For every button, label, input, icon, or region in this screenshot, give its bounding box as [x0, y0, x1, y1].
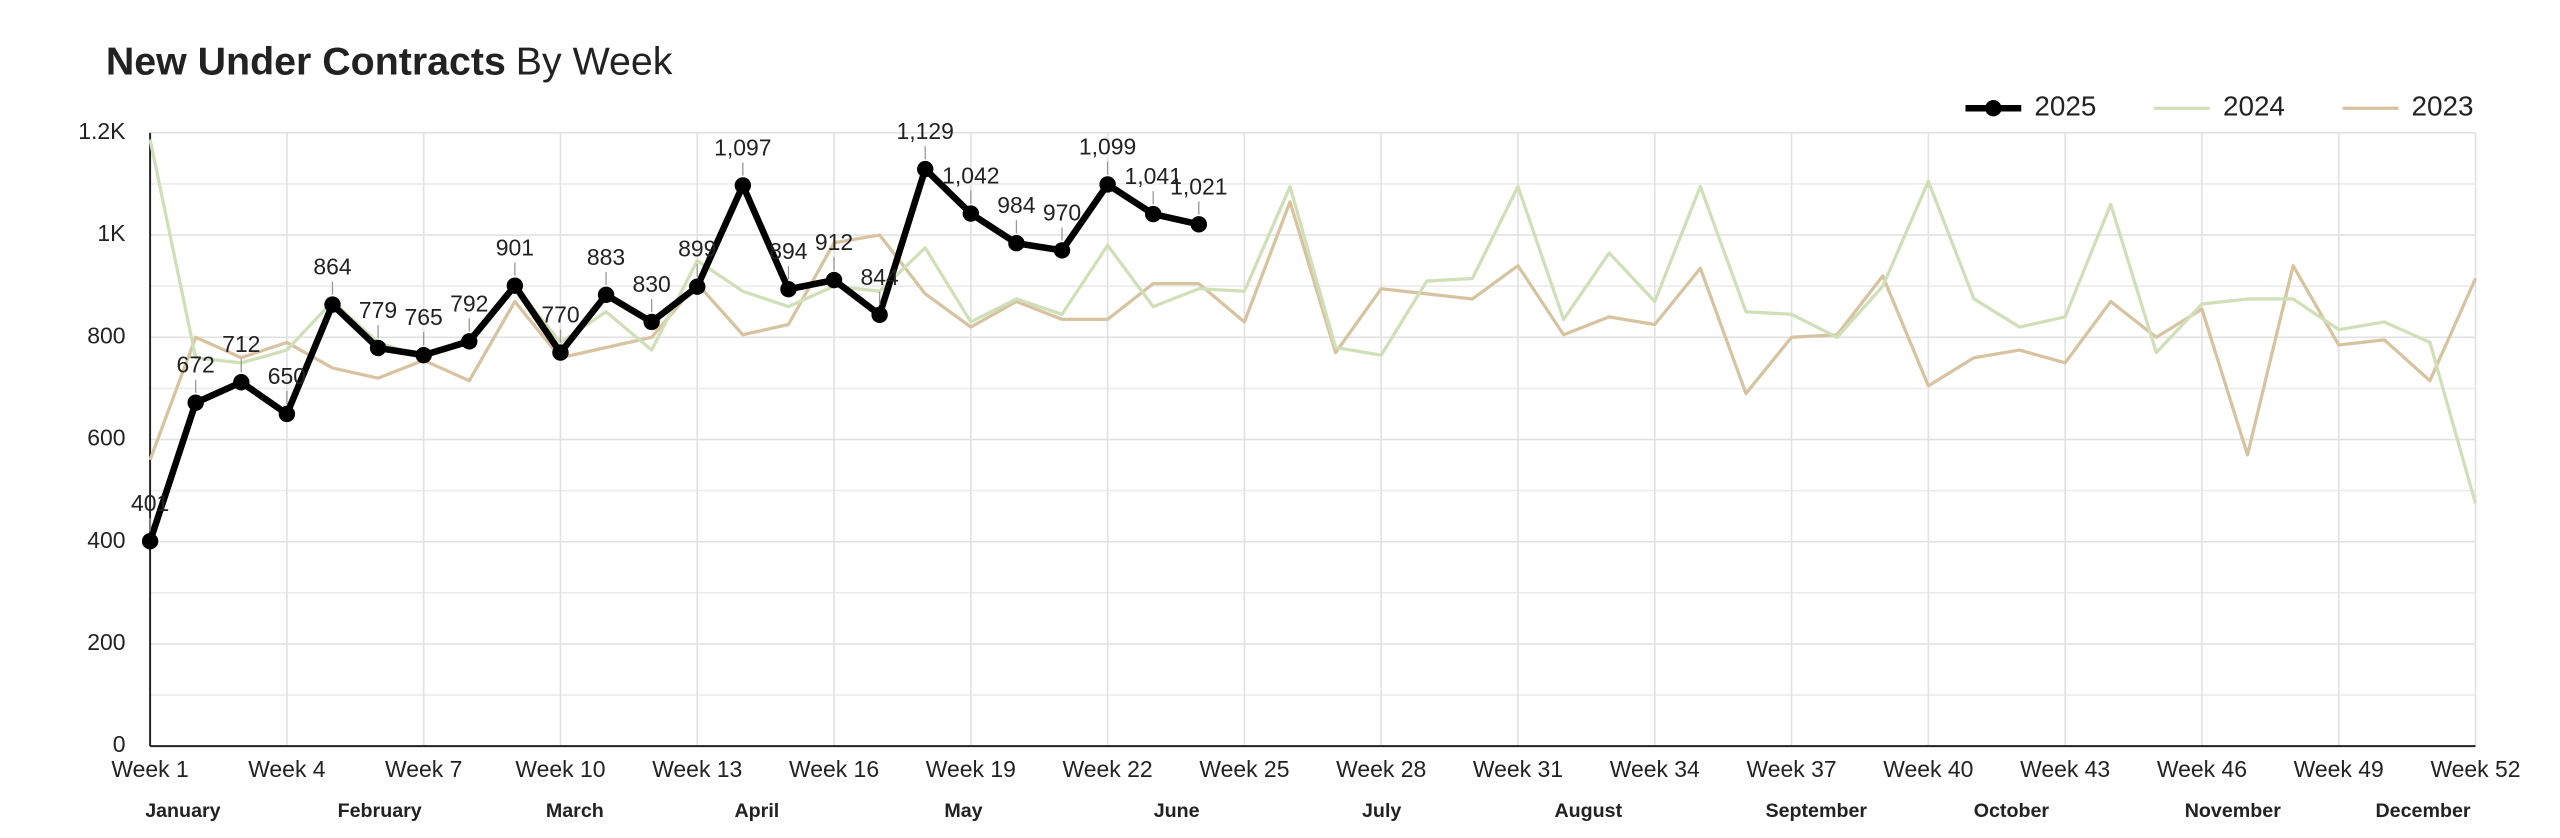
point	[917, 160, 934, 178]
x-tick-label: Week 10	[515, 756, 605, 782]
month-label: November	[2185, 800, 2281, 822]
data-label: 1,099	[1079, 133, 1136, 159]
month-label: September	[1765, 800, 1867, 822]
data-label: 765	[405, 304, 443, 330]
data-label: 864	[313, 254, 352, 280]
data-label: 401	[131, 490, 169, 516]
month-label: August	[1554, 800, 1622, 822]
data-label: 899	[678, 236, 716, 262]
x-tick-label: Week 34	[1610, 756, 1700, 782]
data-label: 792	[450, 290, 488, 316]
point	[734, 177, 752, 194]
legend-label: 2024	[2223, 91, 2285, 122]
point	[369, 339, 387, 357]
month-label: February	[338, 800, 422, 822]
legend-item: 2024	[2154, 91, 2285, 122]
y-tick-label: 600	[87, 425, 125, 451]
data-label: 1,129	[897, 118, 954, 144]
data-label: 1,097	[714, 134, 771, 160]
data-label: 970	[1043, 199, 1081, 225]
data-label: 984	[997, 192, 1036, 218]
data-label: 1,042	[942, 163, 999, 189]
y-tick-label: 1.2K	[78, 118, 126, 144]
point	[461, 333, 478, 350]
point	[278, 405, 296, 423]
month-label: July	[1362, 800, 1401, 822]
month-label: May	[944, 800, 982, 822]
data-label: 1,041	[1125, 163, 1182, 189]
data-label: 894	[769, 238, 808, 264]
point	[871, 306, 888, 323]
point	[233, 374, 250, 391]
point	[643, 313, 660, 331]
data-label: 912	[815, 229, 853, 255]
point	[1008, 235, 1025, 252]
x-tick-label: Week 19	[926, 756, 1016, 782]
point	[780, 281, 797, 298]
x-tick-label: Week 46	[2157, 756, 2247, 782]
data-label: 883	[587, 244, 625, 270]
x-tick-label: Week 37	[1747, 756, 1837, 782]
legend-label: 2023	[2412, 91, 2474, 122]
data-label: 770	[541, 302, 579, 328]
data-label: 672	[177, 352, 215, 378]
x-tick-label: Week 52	[2430, 756, 2520, 782]
x-tick-label: Week 16	[789, 756, 879, 782]
point	[141, 533, 159, 550]
point	[597, 286, 615, 304]
x-tick-label: Week 4	[248, 756, 326, 782]
point	[506, 277, 524, 294]
legend-dot	[1985, 100, 2002, 117]
chart-subtitle: By Week	[516, 39, 673, 83]
series-line	[148, 139, 2478, 504]
point	[689, 278, 706, 295]
data-label: 844	[860, 264, 899, 290]
point	[415, 346, 432, 364]
x-tick-label: Week 28	[1336, 756, 1426, 782]
month-label: March	[546, 800, 604, 822]
x-tick-label: Week 49	[2294, 756, 2384, 782]
data-label: 650	[268, 363, 306, 389]
point	[187, 394, 204, 411]
point	[1145, 205, 1162, 223]
y-tick-label: 0	[113, 731, 126, 757]
data-label: 712	[222, 331, 260, 357]
y-tick-label: 800	[87, 322, 125, 348]
legend-item: 2023	[2342, 91, 2474, 122]
x-tick-label: Week 1	[111, 756, 188, 782]
chart-title: New Under Contracts	[106, 39, 506, 83]
data-label: 1,021	[1170, 173, 1227, 199]
point	[552, 344, 569, 361]
x-tick-label: Week 7	[385, 756, 462, 782]
y-tick-label: 1K	[97, 220, 126, 246]
month-label: October	[1974, 800, 2050, 822]
y-tick-label: 200	[87, 629, 125, 655]
x-tick-label: Week 25	[1199, 756, 1289, 782]
x-tick-label: Week 40	[1883, 756, 1973, 782]
month-label: December	[2375, 800, 2470, 822]
series-line	[148, 200, 2478, 461]
legend-item: 2025	[1965, 91, 2096, 122]
x-tick-label: Week 43	[2020, 756, 2110, 782]
point	[324, 296, 341, 313]
point	[1190, 216, 1208, 233]
month-label: June	[1154, 800, 1200, 822]
data-label: 830	[633, 271, 671, 297]
month-label: April	[734, 800, 779, 822]
point	[1053, 242, 1071, 259]
point	[825, 271, 843, 289]
x-tick-label: Week 22	[1063, 756, 1153, 782]
x-tick-label: Week 13	[652, 756, 742, 782]
month-label: January	[145, 800, 220, 822]
data-label: 779	[359, 297, 397, 323]
x-tick-label: Week 31	[1473, 756, 1563, 782]
y-tick-label: 400	[87, 527, 125, 553]
point	[962, 205, 980, 222]
legend-label: 2025	[2034, 91, 2096, 122]
point	[1099, 176, 1116, 193]
data-label: 901	[496, 235, 534, 261]
